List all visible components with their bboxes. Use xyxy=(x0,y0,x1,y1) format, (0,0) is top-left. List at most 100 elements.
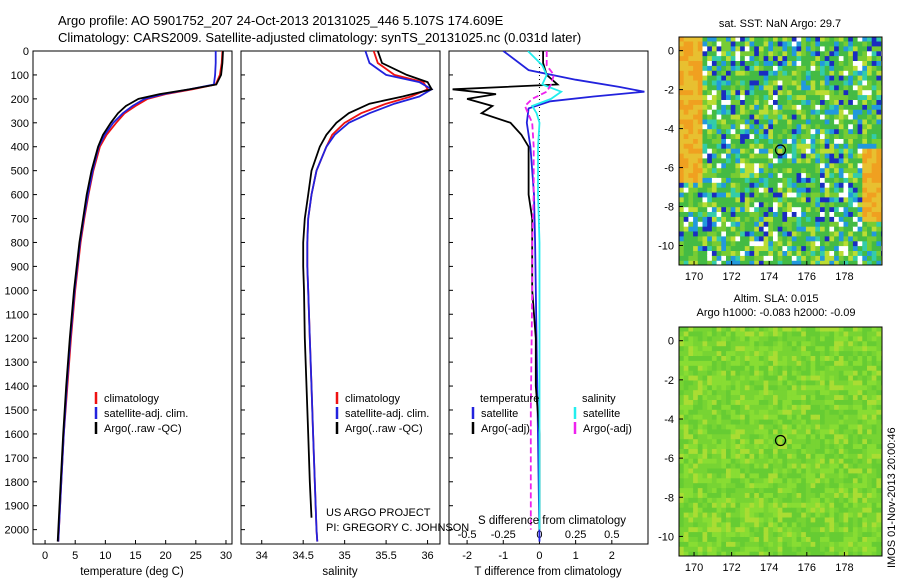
map-cell xyxy=(777,541,783,547)
map-cell xyxy=(829,45,835,52)
map-cell xyxy=(726,118,732,125)
salinity-xlabel: salinity xyxy=(322,566,357,578)
map-cell xyxy=(791,50,798,57)
map-cell xyxy=(763,196,769,203)
map-cell xyxy=(758,453,765,459)
map-cell xyxy=(683,70,689,76)
map-cell xyxy=(758,497,765,503)
map-cell xyxy=(815,327,821,332)
map-cell xyxy=(740,143,746,149)
map-cell xyxy=(824,206,830,212)
map-cell xyxy=(810,104,816,110)
map-cell xyxy=(693,182,699,188)
map-cell xyxy=(754,230,760,237)
map-cell xyxy=(735,516,741,523)
map-cell xyxy=(679,94,685,100)
map-cell xyxy=(773,423,779,430)
map-cell xyxy=(801,177,807,183)
map-cell xyxy=(697,370,704,376)
sst-heatmap xyxy=(679,37,882,265)
map-cell xyxy=(777,546,783,552)
map-cell xyxy=(787,99,793,105)
map-cell xyxy=(693,206,699,212)
map-cell xyxy=(777,453,783,459)
map-cell xyxy=(726,409,732,415)
map-cell xyxy=(796,250,802,256)
map-cell xyxy=(876,148,882,154)
map-cell xyxy=(805,428,812,435)
map-cell xyxy=(749,350,755,356)
map-cell xyxy=(801,148,807,154)
map-cell xyxy=(763,327,769,332)
map-cell xyxy=(735,114,741,120)
map-cell xyxy=(857,492,863,498)
map-cell xyxy=(693,114,699,120)
map-cell xyxy=(848,216,854,222)
map-cell xyxy=(749,187,755,193)
map-cell xyxy=(730,128,736,135)
map-cell xyxy=(726,360,732,366)
map-cell xyxy=(810,335,816,342)
map-cell xyxy=(726,84,732,91)
map-cell xyxy=(867,531,873,537)
map-cell xyxy=(796,526,802,533)
map-cell xyxy=(730,330,736,337)
map-cell xyxy=(852,512,859,518)
map-cell xyxy=(697,512,704,518)
map-cell xyxy=(679,423,685,430)
map-cell xyxy=(707,109,713,115)
map-cell xyxy=(782,546,788,552)
map-cell xyxy=(824,89,830,96)
map-cell xyxy=(730,507,736,513)
map-cell xyxy=(838,240,845,247)
map-cell xyxy=(815,551,821,556)
map-cell xyxy=(810,379,816,386)
map-cell xyxy=(744,60,751,66)
map-cell xyxy=(763,497,769,503)
x-tick-label: 10 xyxy=(99,550,111,562)
map-cell xyxy=(843,157,849,164)
map-cell xyxy=(763,84,769,91)
map-cell xyxy=(683,221,689,227)
map-cell xyxy=(740,526,746,533)
map-cell xyxy=(848,191,854,198)
map-cell xyxy=(711,438,718,445)
map-cell xyxy=(716,458,722,464)
map-cell xyxy=(805,492,812,498)
map-cell xyxy=(871,60,877,66)
map-cell xyxy=(735,414,741,420)
map-cell xyxy=(763,414,769,420)
map-cell xyxy=(726,546,732,552)
x-tick-label: 15 xyxy=(129,550,141,562)
map-cell xyxy=(773,512,779,518)
map-cell xyxy=(758,37,765,42)
map-cell xyxy=(876,375,882,381)
map-cell xyxy=(796,50,802,57)
map-cell xyxy=(824,50,830,57)
map-cell xyxy=(683,89,689,96)
map-cell xyxy=(688,128,694,135)
map-cell xyxy=(702,157,708,164)
map-cell xyxy=(679,191,685,198)
map-cell xyxy=(834,118,840,125)
map-cell xyxy=(782,152,788,159)
map-cell xyxy=(782,414,788,420)
map-cell xyxy=(768,260,774,265)
map-cell xyxy=(805,521,812,528)
map-cell xyxy=(782,512,788,518)
map-cell xyxy=(876,502,882,508)
map-cell xyxy=(852,45,859,52)
map-cell xyxy=(852,240,859,247)
map-cell xyxy=(697,55,704,61)
map-cell xyxy=(815,128,821,135)
map-cell xyxy=(805,79,812,86)
map-cell xyxy=(777,84,783,91)
map-cell xyxy=(843,245,849,251)
map-cell xyxy=(693,40,699,47)
map-cell xyxy=(871,99,877,105)
map-cell xyxy=(852,99,859,105)
map-cell xyxy=(852,162,859,169)
map-cell xyxy=(683,536,689,542)
map-cell xyxy=(716,114,722,120)
map-cell xyxy=(782,521,788,528)
